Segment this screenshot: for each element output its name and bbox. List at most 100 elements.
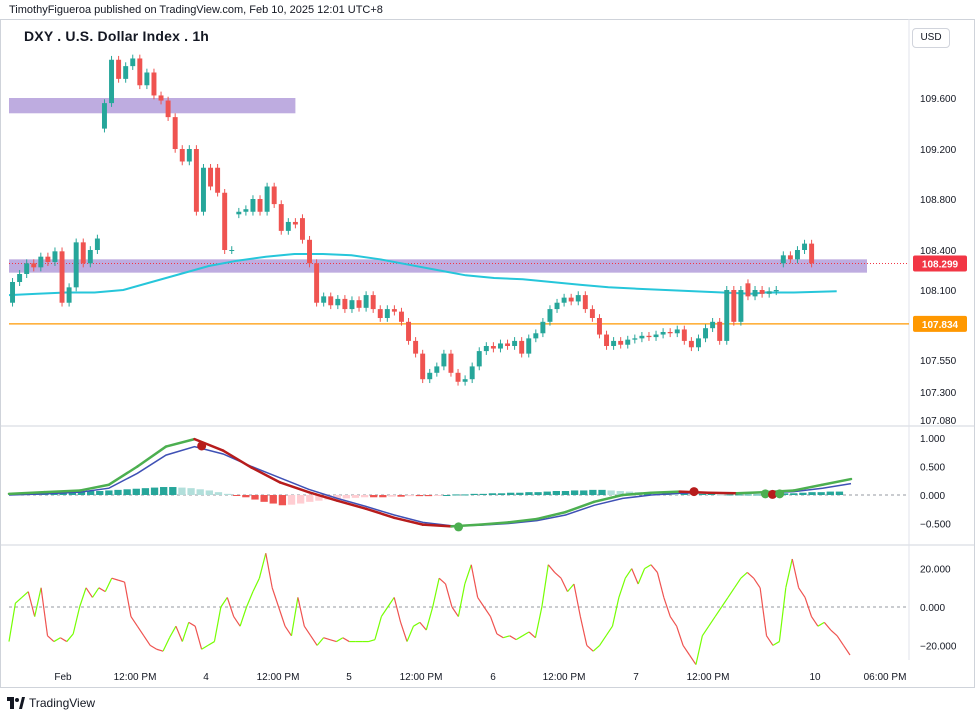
oscillator-line-segment bbox=[85, 587, 93, 598]
oscillator-line-segment bbox=[778, 587, 787, 642]
macd-histogram-bar bbox=[132, 488, 140, 495]
candle-body bbox=[299, 218, 305, 240]
price-tick-label: 108.800 bbox=[920, 195, 957, 206]
macd-histogram-bar bbox=[433, 495, 442, 496]
oscillator-line-segment bbox=[451, 606, 459, 617]
macd-histogram-bar bbox=[242, 495, 250, 498]
oscillator-line-segment bbox=[413, 621, 421, 627]
candle-body bbox=[193, 149, 199, 212]
oscillator-line-segment bbox=[290, 597, 299, 636]
macd-histogram-bar bbox=[105, 490, 113, 495]
support-level-tag: 107.834 bbox=[922, 320, 959, 331]
oscillator-line-segment bbox=[701, 625, 710, 637]
oscillator-line-segment bbox=[66, 633, 74, 642]
macd-histogram-bar bbox=[580, 490, 588, 495]
macd-histogram-bar bbox=[77, 491, 86, 495]
time-axis-label: 12:00 PM bbox=[687, 672, 730, 683]
macd-line-segment bbox=[364, 507, 396, 520]
oscillator-line-segment bbox=[644, 564, 652, 570]
macd-histogram-bar bbox=[443, 495, 451, 496]
macd-histogram-bar bbox=[479, 493, 487, 495]
candle-body bbox=[427, 372, 433, 380]
macd-cross-dot bbox=[760, 489, 770, 499]
tradingview-logo-icon bbox=[7, 697, 25, 709]
macd-histogram-bar bbox=[260, 495, 268, 502]
oscillator-line-segment bbox=[111, 577, 119, 581]
candle-body bbox=[356, 300, 362, 308]
oscillator-line-segment bbox=[650, 564, 658, 573]
macd-line-segment bbox=[221, 449, 253, 469]
oscillator-line-segment bbox=[727, 587, 735, 598]
macd-histogram-bar bbox=[497, 493, 506, 495]
currency-button[interactable]: USD bbox=[912, 28, 950, 48]
macd-histogram-bar bbox=[525, 492, 533, 495]
macd-line-segment bbox=[535, 510, 567, 521]
last-price-tag: 108.299 bbox=[922, 259, 959, 270]
oscillator-line-segment bbox=[201, 644, 209, 650]
candle-body bbox=[809, 243, 815, 264]
oscillator-line-segment bbox=[8, 603, 17, 642]
oscillator-line-segment bbox=[175, 625, 183, 642]
time-axis-label: 10 bbox=[809, 672, 821, 683]
macd-histogram-bar bbox=[397, 495, 405, 497]
candle-body bbox=[186, 149, 192, 162]
candle-body bbox=[547, 309, 553, 322]
candle-body bbox=[130, 58, 136, 67]
oscillator-line-segment bbox=[323, 637, 331, 641]
oscillator-line-segment bbox=[753, 577, 761, 589]
macd-line-segment bbox=[164, 437, 196, 448]
candle-body bbox=[137, 58, 143, 86]
oscillator-line-segment bbox=[637, 568, 646, 585]
price-tick-label: 107.300 bbox=[920, 388, 957, 399]
macd-histogram-bar bbox=[561, 491, 570, 495]
oscillator-line-segment bbox=[624, 568, 633, 579]
macd-cross-dot bbox=[775, 489, 785, 499]
macd-histogram-bar bbox=[306, 495, 314, 502]
macd-histogram-bar bbox=[379, 495, 387, 498]
oscillator-line-segment bbox=[830, 629, 838, 637]
oscillator-line-segment bbox=[804, 597, 813, 617]
oscillator-line-segment bbox=[464, 564, 472, 585]
macd-line-segment bbox=[43, 489, 82, 494]
oscillator-line-segment bbox=[599, 635, 607, 646]
oscillator-line-segment bbox=[785, 558, 793, 588]
macd-histogram-bar bbox=[233, 495, 241, 496]
time-axis-label: 12:00 PM bbox=[257, 672, 300, 683]
candle-body bbox=[780, 255, 786, 264]
candle-body bbox=[462, 379, 468, 382]
oscillator-line-segment bbox=[733, 577, 742, 589]
oscillator-line-segment bbox=[104, 577, 113, 592]
oscillator-line-segment bbox=[380, 606, 389, 617]
candle-body bbox=[413, 340, 419, 354]
candle-body bbox=[717, 321, 723, 341]
candle-body bbox=[618, 340, 624, 345]
oscillator-line-segment bbox=[676, 626, 684, 646]
oscillator-line-segment bbox=[271, 587, 280, 608]
macd-histogram-bar bbox=[653, 492, 661, 495]
macd-line-segment bbox=[592, 493, 624, 504]
macd-line-segment bbox=[707, 491, 739, 495]
price-tick-label: 109.200 bbox=[920, 145, 957, 156]
candle-body bbox=[448, 353, 454, 373]
macd-histogram-bar bbox=[251, 495, 259, 500]
oscillator-line-segment bbox=[60, 637, 68, 643]
candle-body bbox=[321, 296, 327, 303]
candle-body bbox=[434, 366, 440, 373]
oscillator-line-segment bbox=[47, 635, 55, 643]
oscillator-line-segment bbox=[239, 606, 248, 627]
oscillator-line-segment bbox=[714, 606, 723, 617]
oscillator-line-segment bbox=[534, 606, 543, 638]
macd-histogram-bar bbox=[114, 489, 122, 495]
oscillator-line-segment bbox=[374, 616, 382, 640]
macd-histogram-bar bbox=[342, 495, 350, 499]
oscillator-line-segment bbox=[21, 591, 29, 598]
oscillator-line-segment bbox=[297, 597, 305, 627]
support-level-tag-bg bbox=[913, 315, 967, 332]
macd-histogram-bar bbox=[552, 491, 560, 495]
oscillator-line-segment bbox=[265, 553, 273, 588]
oscillator-line-segment bbox=[489, 616, 498, 635]
candle-body bbox=[144, 72, 150, 86]
macd-cross-dot bbox=[197, 441, 207, 451]
candle-body bbox=[469, 366, 475, 380]
oscillator-line-segment bbox=[496, 633, 504, 639]
